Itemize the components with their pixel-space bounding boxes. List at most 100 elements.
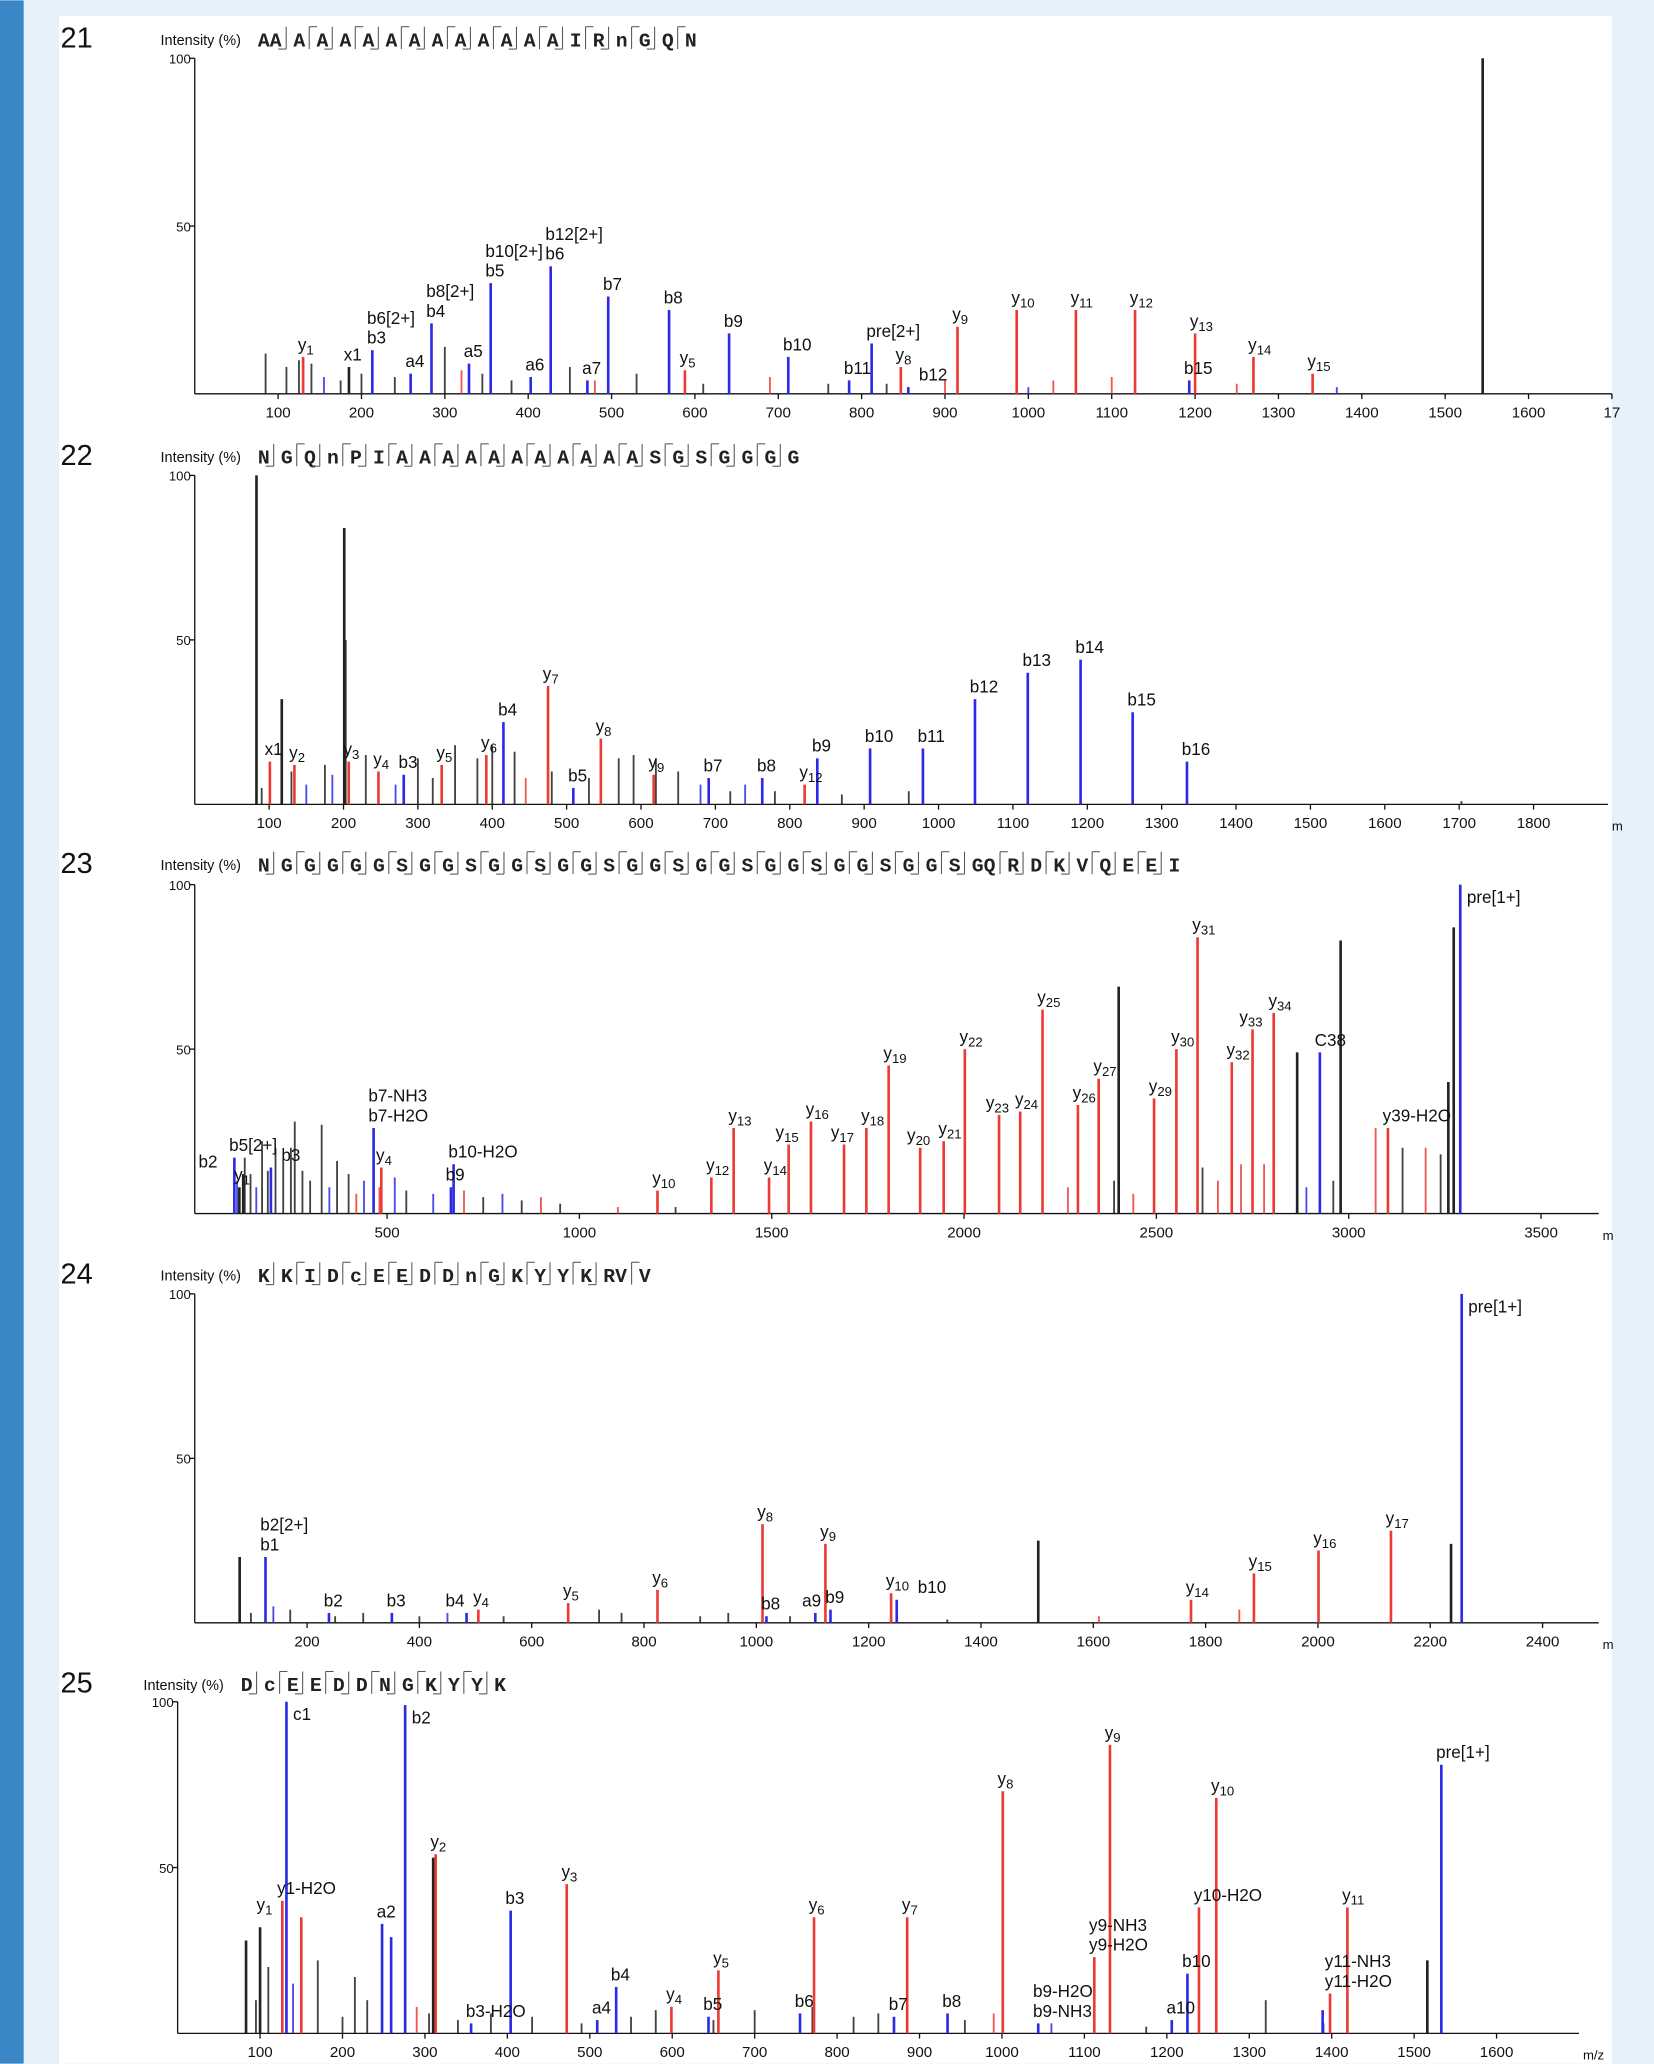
peak-label-group: y8	[896, 345, 912, 367]
sequence-residue: G	[281, 448, 293, 470]
x-axis-label: m	[1603, 1228, 1614, 1243]
peak-label-group: y9	[1105, 1723, 1121, 1745]
sequence-residue: A	[626, 448, 638, 470]
peak-label-group: y5	[713, 1949, 729, 1971]
peak-label: y31	[1192, 916, 1215, 938]
sequence-residue: R	[593, 30, 605, 52]
peak-label-group: b4	[611, 1965, 630, 1984]
sequence-residue: D	[419, 1266, 431, 1288]
sequence-residue: G	[639, 30, 651, 52]
sequence-residue: E	[396, 1266, 408, 1288]
peak-label: y7	[543, 664, 559, 686]
peak-label: y17	[1386, 1509, 1409, 1531]
peak-label: y8	[757, 1503, 773, 1525]
peak-label-group: y1	[234, 1166, 250, 1188]
peak-label: b2[2+]	[260, 1516, 308, 1535]
peak-label: b3	[367, 329, 386, 348]
sequence-residue: Y	[534, 1266, 546, 1288]
x-tick-label: 500	[374, 1224, 399, 1241]
x-tick-label: 1000	[563, 1224, 597, 1241]
sequence-residue: A	[455, 30, 467, 52]
sequence-residue: A	[534, 448, 546, 470]
sequence-residue: K	[494, 1675, 506, 1697]
peak-label-group: y14	[764, 1156, 787, 1178]
peak-label: y6	[809, 1896, 825, 1918]
peak-label: b6	[795, 1992, 814, 2011]
peak-label: y9	[648, 753, 664, 775]
peak-label: y13	[1190, 312, 1213, 334]
sequence-residue: G	[442, 855, 454, 877]
sequence-residue: S	[534, 855, 546, 877]
peak-label-group: y16	[806, 1100, 829, 1122]
peak-label-group: y23	[986, 1093, 1009, 1115]
peak-label-group: b8	[942, 1992, 961, 2011]
peak-label-group: y30	[1171, 1028, 1194, 1050]
peak-label: y27	[1093, 1057, 1116, 1079]
spectrum-panel-23: 23 Intensity (%) N G G G G G S G G S G G S G G S G G S G G S G G S…	[61, 848, 1614, 1243]
peak-label: b7	[889, 1995, 908, 2014]
peak-label-group: b10	[865, 727, 894, 746]
x-tick-label: 400	[480, 815, 505, 832]
peak-label-group: y13	[728, 1106, 751, 1128]
peak-label: y4	[373, 750, 389, 772]
x-tick-label: 1200	[1070, 815, 1104, 832]
sequence-residue: G	[672, 448, 684, 470]
peak-label: pre[1+]	[1436, 1743, 1490, 1762]
peak-label-group: y32	[1227, 1041, 1250, 1063]
peak-label: y12	[799, 763, 822, 785]
sequence-residue: K	[511, 1266, 523, 1288]
sequence-residue: S	[811, 855, 823, 877]
x-axis-label: m	[1612, 819, 1623, 834]
peak-label-group: y29	[1149, 1077, 1172, 1099]
peak-label: y4	[376, 1146, 392, 1168]
peak-label-group: b9	[446, 1166, 465, 1185]
peak-label-group: y10	[1011, 288, 1034, 310]
peak-label-group: b12	[970, 678, 999, 697]
peak-label: y20	[907, 1126, 930, 1148]
peak-label: y14	[764, 1156, 787, 1178]
peak-label-group: y11	[1342, 1886, 1364, 1908]
peak-label: y9-NH3	[1089, 1916, 1147, 1935]
x-tick-label: 2000	[1301, 1633, 1335, 1650]
peak-label-group: y7	[543, 664, 559, 686]
peak-label: y2	[289, 743, 305, 765]
peak-label: y16	[806, 1100, 829, 1122]
peak-label-group: b7	[603, 275, 622, 294]
peak-label: b9-H2O	[1033, 1982, 1093, 2001]
y-axis-label: Intensity (%)	[143, 1678, 223, 1694]
x-tick-label: 2400	[1526, 1633, 1560, 1650]
peak-label-group: b2	[324, 1591, 343, 1610]
peak-label: y6	[481, 733, 497, 755]
sequence-residue: S	[465, 855, 477, 877]
peak-label-group: y14	[1248, 335, 1271, 357]
peak-label-group: b10-H2O	[448, 1143, 517, 1162]
peak-label: y3	[561, 1863, 577, 1885]
peak-label: y22	[960, 1028, 983, 1050]
peak-label-group: y8	[596, 717, 612, 739]
peak-label: pre[1+]	[1467, 888, 1521, 907]
peak-label: b11	[844, 359, 871, 378]
x-tick-label: 500	[554, 815, 579, 832]
panel-number: 22	[61, 440, 93, 472]
peak-label: y12	[1130, 288, 1153, 310]
sequence-residue: n	[465, 1266, 477, 1288]
sequence-residue: A	[557, 448, 569, 470]
peak-label-group: y19	[883, 1044, 906, 1066]
x-tick-label: 200	[349, 405, 374, 422]
peak-label: b9	[446, 1166, 465, 1185]
peak-label: y39-H2O	[1383, 1106, 1451, 1125]
sequence-residue: K	[425, 1675, 437, 1697]
peak-label: b4	[498, 701, 517, 720]
sequence-residue: R	[1007, 855, 1019, 877]
peak-label: b11	[918, 727, 945, 746]
x-tick-label: 2500	[1140, 1224, 1174, 1241]
peak-label: y3	[343, 740, 359, 762]
peak-label-group: a9	[802, 1591, 821, 1610]
sequence-residue: K	[258, 1266, 270, 1288]
sequence-residue: Y	[557, 1266, 569, 1288]
sequence-residue: S	[949, 855, 961, 877]
sequence-residue: G	[327, 855, 339, 877]
peak-label: a6	[525, 355, 544, 374]
